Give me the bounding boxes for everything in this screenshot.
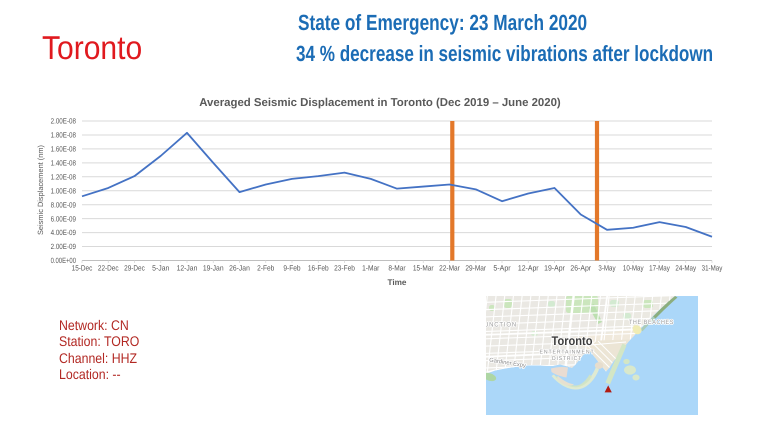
svg-text:17-May: 17-May xyxy=(649,264,670,273)
svg-text:8-Mar: 8-Mar xyxy=(388,264,406,273)
svg-text:29-Dec: 29-Dec xyxy=(124,264,145,273)
svg-text:22-Mar: 22-Mar xyxy=(439,264,460,273)
svg-text:UNCTION: UNCTION xyxy=(484,322,517,329)
svg-text:19-Jan: 19-Jan xyxy=(203,264,224,273)
svg-text:1.20E-08: 1.20E-08 xyxy=(51,172,76,181)
svg-text:2.00E-09: 2.00E-09 xyxy=(51,242,76,251)
svg-text:1.60E-08: 1.60E-08 xyxy=(51,145,76,154)
svg-text:29-Mar: 29-Mar xyxy=(465,264,486,273)
svg-text:0.00E+00: 0.00E+00 xyxy=(51,256,76,265)
svg-text:31-May: 31-May xyxy=(702,264,723,273)
svg-text:THE BEACHES: THE BEACHES xyxy=(629,319,674,326)
svg-text:1.40E-08: 1.40E-08 xyxy=(51,158,76,167)
svg-text:19-Apr: 19-Apr xyxy=(544,264,565,273)
svg-text:1.80E-08: 1.80E-08 xyxy=(51,131,76,140)
svg-text:23-Feb: 23-Feb xyxy=(334,264,355,273)
svg-text:12-Apr: 12-Apr xyxy=(518,264,539,273)
svg-text:15-Mar: 15-Mar xyxy=(413,264,434,273)
svg-text:15-Dec: 15-Dec xyxy=(72,264,93,273)
svg-text:1.00E-08: 1.00E-08 xyxy=(51,186,76,195)
svg-text:24-May: 24-May xyxy=(675,264,696,273)
svg-text:9-Feb: 9-Feb xyxy=(283,264,300,273)
svg-text:26-Jan: 26-Jan xyxy=(229,264,250,273)
svg-text:Seismic Displacement (nm): Seismic Displacement (nm) xyxy=(36,145,45,235)
svg-text:5-Jan: 5-Jan xyxy=(152,264,169,273)
svg-text:Time: Time xyxy=(388,278,407,287)
svg-text:1-Mar: 1-Mar xyxy=(362,264,380,273)
svg-text:DISTRICT: DISTRICT xyxy=(552,356,582,362)
svg-text:Averaged Seismic Displacement: Averaged Seismic Displacement in Toronto… xyxy=(199,97,561,109)
svg-text:3-May: 3-May xyxy=(598,264,615,273)
svg-text:16-Feb: 16-Feb xyxy=(308,264,329,273)
svg-text:4.00E-09: 4.00E-09 xyxy=(51,228,76,237)
svg-text:26-Apr: 26-Apr xyxy=(570,264,591,273)
svg-text:8.00E-09: 8.00E-09 xyxy=(51,200,76,209)
svg-text:2.00E-08: 2.00E-08 xyxy=(51,117,76,126)
svg-text:12-Jan: 12-Jan xyxy=(177,264,198,273)
svg-text:ENTERTAINMENT: ENTERTAINMENT xyxy=(540,350,595,356)
svg-text:5-Apr: 5-Apr xyxy=(493,264,511,273)
svg-text:Toronto: Toronto xyxy=(552,334,593,348)
svg-text:10-May: 10-May xyxy=(623,264,644,273)
svg-text:22-Dec: 22-Dec xyxy=(98,264,119,273)
svg-text:2-Feb: 2-Feb xyxy=(257,264,274,273)
svg-text:6.00E-09: 6.00E-09 xyxy=(51,214,76,223)
